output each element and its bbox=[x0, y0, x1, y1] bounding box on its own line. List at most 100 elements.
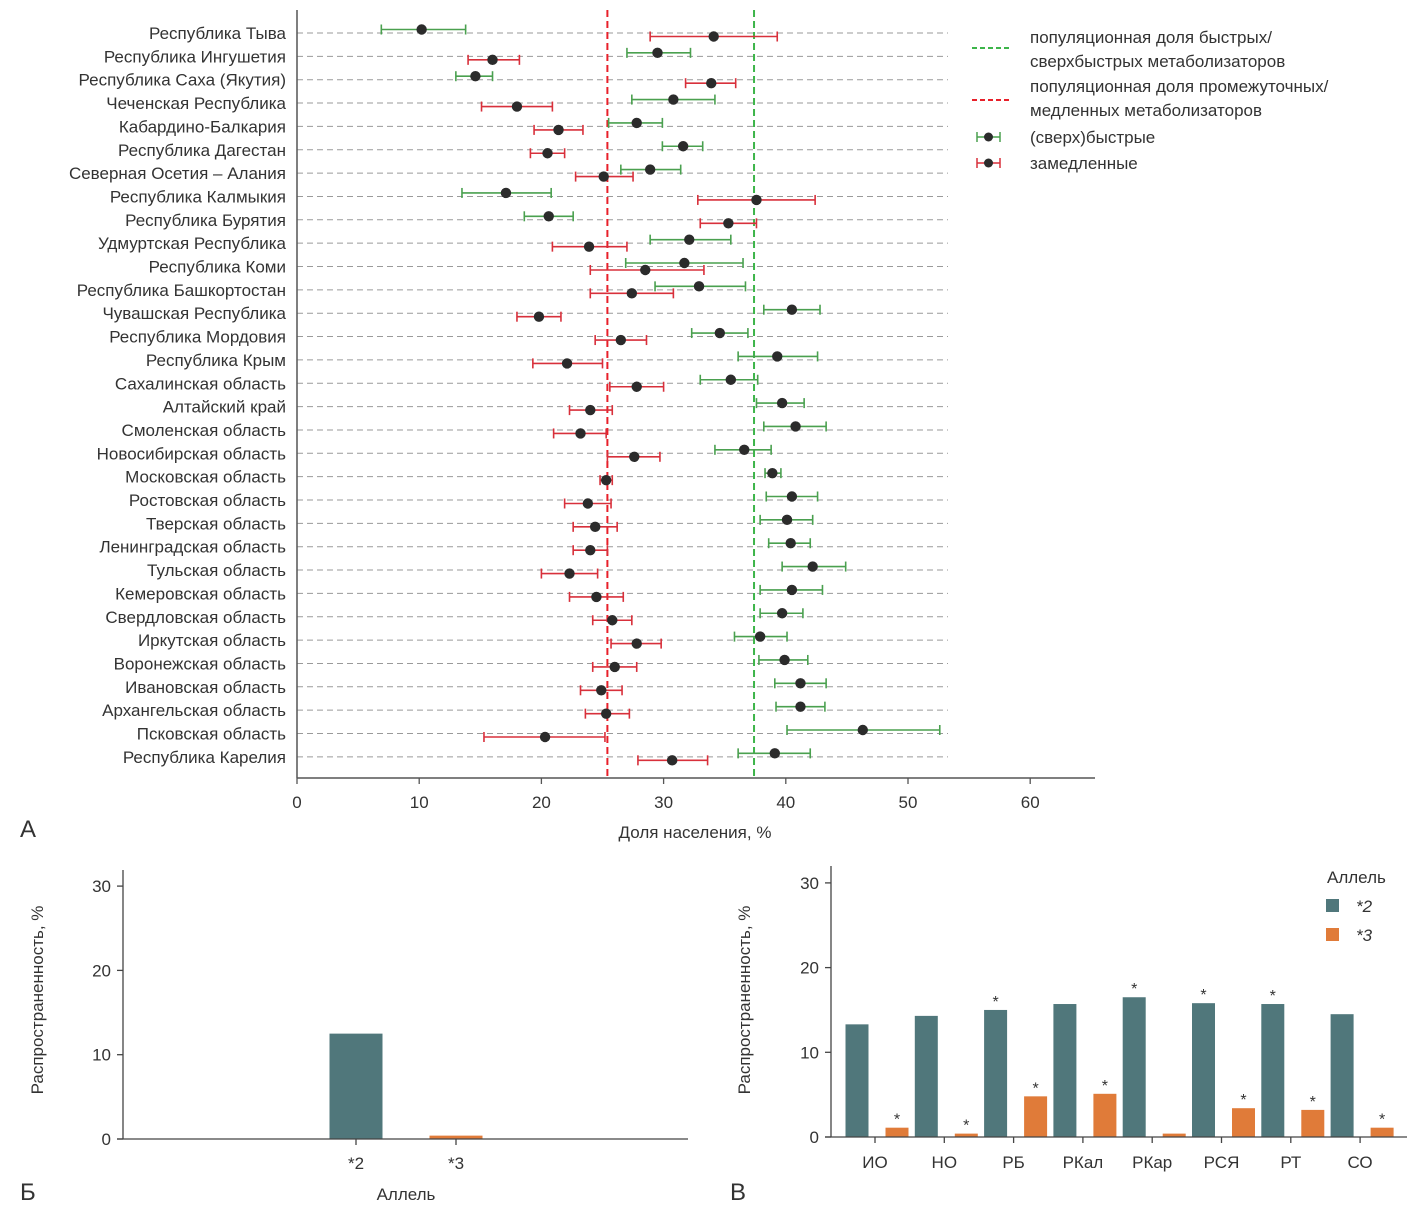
point-estimate bbox=[677, 141, 689, 152]
point-estimate bbox=[609, 661, 620, 673]
point-estimate bbox=[772, 351, 783, 362]
y-tick-label: Республика Ингушетия bbox=[104, 47, 286, 66]
fast-errorbar bbox=[649, 234, 732, 245]
y-tick-label: Ростовская область bbox=[129, 491, 286, 510]
slow-errorbar bbox=[589, 288, 675, 299]
bar-РТ-allele-2 bbox=[1261, 1004, 1285, 1137]
x-tick-label: *2 bbox=[348, 1154, 364, 1173]
y-tick-label: 30 bbox=[800, 874, 819, 893]
fast-errorbar bbox=[764, 467, 782, 479]
slow-errorbar bbox=[572, 521, 618, 533]
point-estimate bbox=[767, 467, 778, 479]
point-estimate bbox=[631, 117, 642, 129]
y-tick-label: Республика Бурятия bbox=[125, 211, 286, 230]
significance-marker: * bbox=[1310, 1094, 1316, 1111]
x-tick-label: 50 bbox=[899, 793, 918, 812]
slow-errorbar bbox=[568, 591, 625, 603]
y-axis-title: Распространенность, % bbox=[28, 906, 47, 1095]
bar-РКал-allele-2 bbox=[1053, 1004, 1077, 1137]
point-estimate bbox=[615, 334, 627, 346]
slow-errorbar bbox=[637, 755, 709, 766]
bar-РСЯ-allele-2 bbox=[1192, 1003, 1215, 1137]
point-estimate bbox=[666, 755, 678, 766]
legend-label: (сверх)быстрые bbox=[1030, 128, 1155, 147]
x-tick-label: СО bbox=[1348, 1153, 1373, 1172]
x-axis-title: Аллель bbox=[377, 1185, 436, 1204]
fast-errorbar bbox=[699, 374, 759, 385]
point-estimate bbox=[769, 748, 781, 759]
legend-label: сверхбыстрых метаболизаторов bbox=[1030, 52, 1285, 71]
point-estimate bbox=[790, 421, 801, 432]
slow-errorbar bbox=[591, 615, 633, 626]
point-estimate bbox=[600, 474, 612, 486]
slow-errorbar bbox=[699, 218, 758, 229]
x-tick-label: РКар bbox=[1132, 1153, 1172, 1172]
y-tick-label: Северная Осетия – Алания bbox=[69, 164, 286, 183]
y-tick-label: 0 bbox=[810, 1128, 819, 1147]
x-tick-label: РКал bbox=[1063, 1153, 1104, 1172]
point-estimate bbox=[708, 31, 719, 42]
point-estimate bbox=[585, 545, 596, 556]
point-estimate bbox=[591, 591, 602, 603]
fast-errorbar bbox=[624, 257, 744, 269]
x-tick-label: *3 bbox=[448, 1154, 464, 1173]
significance-marker: * bbox=[963, 1118, 969, 1135]
slow-errorbar bbox=[483, 731, 606, 743]
y-tick-label: Иркутская область bbox=[138, 631, 286, 650]
bar-СО-allele-3 bbox=[1370, 1127, 1394, 1137]
x-tick-label: ИО bbox=[862, 1153, 887, 1172]
point-estimate bbox=[807, 561, 818, 572]
slow-errorbar bbox=[529, 148, 566, 159]
significance-marker: * bbox=[1240, 1092, 1246, 1109]
significance-marker: * bbox=[894, 1112, 900, 1129]
x-tick-label: 30 bbox=[654, 793, 673, 812]
y-tick-label: Псковская область bbox=[137, 725, 286, 744]
y-tick-label: Ленинградская область bbox=[99, 538, 286, 557]
y-tick-label: 10 bbox=[800, 1043, 819, 1062]
y-tick-label: Ивановская область bbox=[125, 678, 286, 697]
point-estimate bbox=[416, 24, 427, 35]
point-estimate bbox=[511, 101, 523, 112]
y-tick-label: Алтайский край bbox=[163, 398, 286, 417]
slow-errorbar bbox=[684, 78, 737, 89]
panel-label-c: В bbox=[730, 1179, 746, 1206]
point-estimate bbox=[857, 724, 868, 736]
slow-errorbar bbox=[533, 124, 584, 136]
fast-errorbar bbox=[607, 117, 664, 129]
legend-label: популяционная доля быстрых/ bbox=[1030, 28, 1272, 47]
significance-marker: * bbox=[1131, 981, 1137, 998]
point-estimate bbox=[631, 638, 642, 649]
y-tick-label: Московская область bbox=[125, 468, 286, 487]
point-estimate bbox=[575, 428, 586, 439]
fast-errorbar bbox=[775, 701, 826, 712]
fast-errorbar bbox=[759, 608, 804, 619]
fast-errorbar bbox=[620, 164, 682, 175]
point-estimate bbox=[725, 374, 737, 385]
point-estimate bbox=[470, 71, 481, 82]
bar-chart-c: * * * * * * * * * * * 0 10 20 30 ИО НО РБ РКал РКар РСЯ РТ СО… bbox=[730, 866, 1407, 1206]
slow-errorbar bbox=[574, 171, 634, 182]
y-tick-label: Смоленская область bbox=[122, 421, 287, 440]
point-estimate bbox=[533, 311, 545, 322]
y-tick-label: Кемеровская область bbox=[115, 584, 286, 603]
x-tick-label: РТ bbox=[1280, 1153, 1301, 1172]
y-tick-label: Республика Тыва bbox=[149, 24, 287, 43]
legend-label: медленных метаболизаторов bbox=[1030, 101, 1262, 120]
x-tick-label: НО bbox=[932, 1153, 958, 1172]
fast-errorbar bbox=[690, 327, 749, 339]
fast-errorbar bbox=[737, 351, 819, 362]
fast-errorbar bbox=[523, 211, 574, 222]
y-tick-label: Республика Саха (Якутия) bbox=[79, 71, 286, 90]
icon-dot bbox=[984, 132, 993, 142]
point-estimate bbox=[754, 631, 766, 642]
y-tick-label: 10 bbox=[92, 1046, 111, 1065]
point-estimate bbox=[589, 521, 601, 533]
significance-marker: * bbox=[1032, 1080, 1038, 1097]
point-estimate bbox=[679, 257, 690, 269]
point-estimate bbox=[644, 164, 656, 175]
significance-marker: * bbox=[992, 994, 998, 1011]
fast-errorbar bbox=[763, 304, 821, 315]
y-tick-label: Свердловская область bbox=[105, 608, 286, 627]
slow-errorbar bbox=[610, 638, 662, 649]
y-tick-label: Воронежская область bbox=[114, 654, 287, 673]
